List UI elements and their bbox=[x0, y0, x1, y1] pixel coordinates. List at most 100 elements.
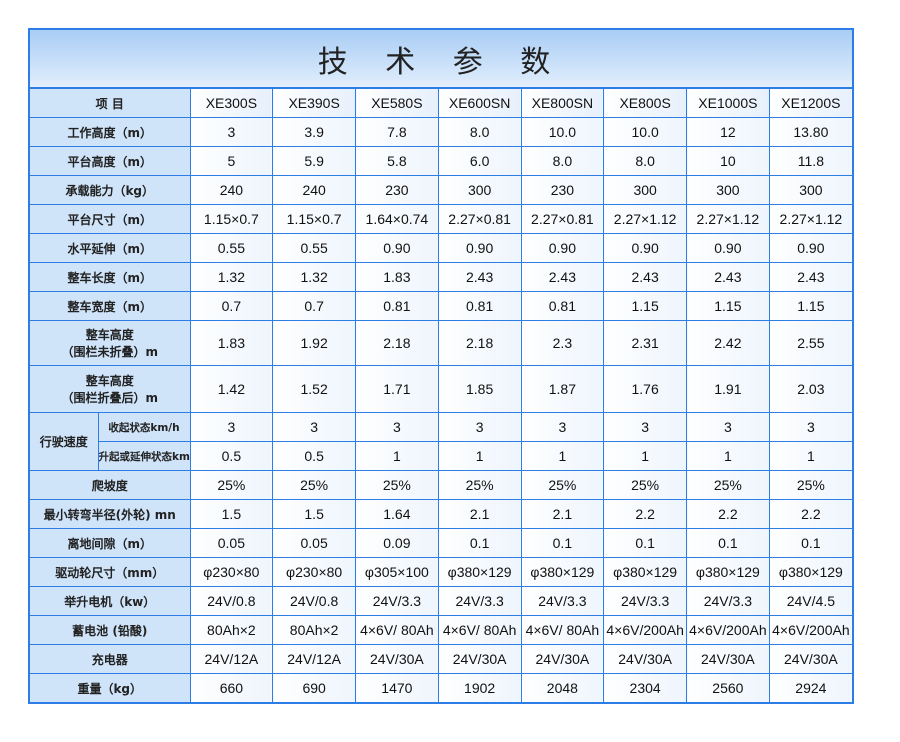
value-cell: 2.2 bbox=[686, 499, 770, 529]
value-cell: 0.90 bbox=[768, 233, 852, 263]
value-cell: 1.15 bbox=[603, 291, 687, 321]
value-cell: 24V/3.3 bbox=[437, 586, 522, 616]
row-label: 承载能力（kg） bbox=[30, 175, 191, 205]
value-cell: 10.0 bbox=[520, 117, 605, 147]
value-cell: 3 bbox=[437, 412, 522, 442]
row-label: 平台尺寸（m） bbox=[30, 204, 191, 234]
value-cell: 25% bbox=[272, 470, 356, 500]
value-cell: 3.9 bbox=[272, 117, 356, 147]
value-cell: 0.7 bbox=[189, 291, 274, 321]
value-cell: 24V/0.8 bbox=[189, 586, 274, 616]
spec-table-panel: 技 术 参 数 项 目 XE300S XE390S XE580S XE600SN XE80… bbox=[28, 28, 854, 704]
value-cell: 24V/3.3 bbox=[520, 586, 605, 616]
table-title: 技 术 参 数 bbox=[30, 30, 852, 89]
value-cell: 2560 bbox=[686, 673, 770, 702]
value-cell: 0.7 bbox=[272, 291, 356, 321]
value-cell: 7.8 bbox=[355, 117, 439, 147]
value-cell: 3 bbox=[189, 412, 274, 442]
table-row: 离地间隙（m） 0.05 0.05 0.09 0.1 0.1 0.1 0.1 0.1 bbox=[30, 528, 852, 558]
value-cell: 300 bbox=[603, 175, 687, 205]
value-cell: 24V/30A bbox=[768, 644, 852, 674]
value-cell: 80Ah×2 bbox=[272, 615, 356, 645]
row-label: 离地间隙（m） bbox=[30, 528, 191, 558]
value-cell: 24V/30A bbox=[520, 644, 605, 674]
table-row: 水平延伸（m） 0.55 0.55 0.90 0.90 0.90 0.90 0.90 0.90 bbox=[30, 233, 852, 263]
table-row: 驱动轮尺寸（mm） φ230×80 φ230×80 φ305×100 φ380×129 φ… bbox=[30, 557, 852, 587]
value-cell: 3 bbox=[272, 412, 356, 442]
value-cell: φ380×129 bbox=[603, 557, 687, 587]
table-row: 工作高度（m） 3 3.9 7.8 8.0 10.0 10.0 12 13.80 bbox=[30, 117, 852, 147]
value-cell: 4×6V/ 80Ah bbox=[520, 615, 605, 645]
row-label: 整车高度 （围栏未折叠）m bbox=[30, 320, 191, 366]
value-cell: 2.1 bbox=[520, 499, 605, 529]
value-cell: 0.90 bbox=[520, 233, 605, 263]
value-cell: 2.2 bbox=[768, 499, 852, 529]
value-cell: 0.09 bbox=[355, 528, 439, 558]
row-label: 蓄电池 (铅酸) bbox=[30, 615, 191, 645]
table-row: 整车高度 （围栏未折叠）m 1.83 1.92 2.18 2.18 2.3 2.31 2.42 2… bbox=[30, 320, 852, 366]
value-cell: 1.15 bbox=[686, 291, 770, 321]
value-cell: 1470 bbox=[355, 673, 439, 702]
value-cell: 0.81 bbox=[520, 291, 605, 321]
row-label: 工作高度（m） bbox=[30, 117, 191, 147]
model-header: XE390S bbox=[272, 89, 356, 118]
value-cell: 1.15 bbox=[768, 291, 852, 321]
value-cell: φ230×80 bbox=[272, 557, 356, 587]
value-cell: 6.0 bbox=[437, 146, 522, 176]
speed-sub-label: 收起状态km/h bbox=[97, 412, 191, 442]
row-label: 充电器 bbox=[30, 644, 191, 674]
value-cell: 0.81 bbox=[437, 291, 522, 321]
value-cell: 2.43 bbox=[686, 262, 770, 292]
model-header: XE1200S bbox=[768, 89, 852, 118]
value-cell: φ305×100 bbox=[355, 557, 439, 587]
value-cell: 2.43 bbox=[437, 262, 522, 292]
value-cell: 4×6V/200Ah bbox=[768, 615, 852, 645]
value-cell: 0.1 bbox=[768, 528, 852, 558]
value-cell: 1.85 bbox=[437, 365, 522, 413]
value-cell: 1 bbox=[355, 441, 439, 471]
value-cell: 1.64 bbox=[355, 499, 439, 529]
value-cell: 25% bbox=[603, 470, 687, 500]
row-label-line1: 整车高度 bbox=[85, 328, 134, 342]
value-cell: 1 bbox=[520, 441, 605, 471]
title-text: 技 术 参 数 bbox=[317, 44, 565, 80]
row-label: 整车长度（m） bbox=[30, 262, 191, 292]
speed-sub-label: 升起或延伸状态km/h bbox=[98, 441, 191, 471]
value-cell: 1.64×0.74 bbox=[355, 204, 439, 234]
value-cell: 3 bbox=[603, 412, 687, 442]
value-cell: 1.5 bbox=[272, 499, 356, 529]
value-cell: 8.0 bbox=[520, 146, 605, 176]
value-cell: 660 bbox=[189, 673, 274, 702]
value-cell: 1.83 bbox=[189, 320, 274, 366]
value-cell: 1.76 bbox=[603, 365, 687, 413]
value-cell: 25% bbox=[768, 470, 852, 500]
value-cell: 2.03 bbox=[768, 365, 852, 413]
value-cell: 4×6V/ 80Ah bbox=[355, 615, 439, 645]
value-cell: 1.92 bbox=[272, 320, 356, 366]
value-cell: 0.90 bbox=[355, 233, 439, 263]
value-cell: 5.9 bbox=[272, 146, 356, 176]
row-label: 平台高度（m） bbox=[30, 146, 191, 176]
value-cell: 3 bbox=[520, 412, 605, 442]
row-label-line2: （围栏未折叠）m bbox=[61, 345, 158, 359]
value-cell: 240 bbox=[189, 175, 274, 205]
value-cell: 24V/4.5 bbox=[768, 586, 852, 616]
value-cell: 2.43 bbox=[520, 262, 605, 292]
value-cell: 230 bbox=[355, 175, 439, 205]
value-cell: 24V/3.3 bbox=[686, 586, 770, 616]
model-header: XE1000S bbox=[686, 89, 770, 118]
value-cell: 5 bbox=[189, 146, 274, 176]
value-cell: 0.1 bbox=[686, 528, 770, 558]
value-cell: 1 bbox=[437, 441, 522, 471]
value-cell: φ380×129 bbox=[437, 557, 522, 587]
value-cell: 24V/30A bbox=[437, 644, 522, 674]
value-cell: 24V/12A bbox=[272, 644, 356, 674]
value-cell: 1.5 bbox=[189, 499, 274, 529]
value-cell: 25% bbox=[686, 470, 770, 500]
value-cell: 2.18 bbox=[437, 320, 522, 366]
value-cell: 0.55 bbox=[272, 233, 356, 263]
value-cell: 5.8 bbox=[355, 146, 439, 176]
value-cell: 1.87 bbox=[520, 365, 605, 413]
value-cell: 2.27×1.12 bbox=[603, 204, 687, 234]
row-label-line2: （围栏折叠后）m bbox=[61, 391, 158, 405]
